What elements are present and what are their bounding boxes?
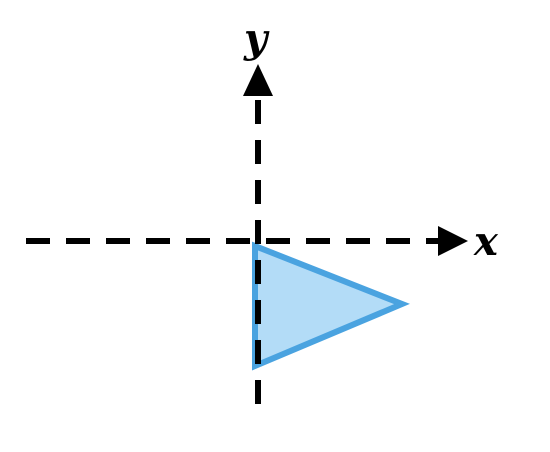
x-axis-arrowhead [438,226,468,256]
y-axis-arrowhead [243,64,273,96]
blue-triangle [252,241,410,371]
x-axis-label: x [473,218,499,265]
y-axis-label: y [243,15,270,62]
